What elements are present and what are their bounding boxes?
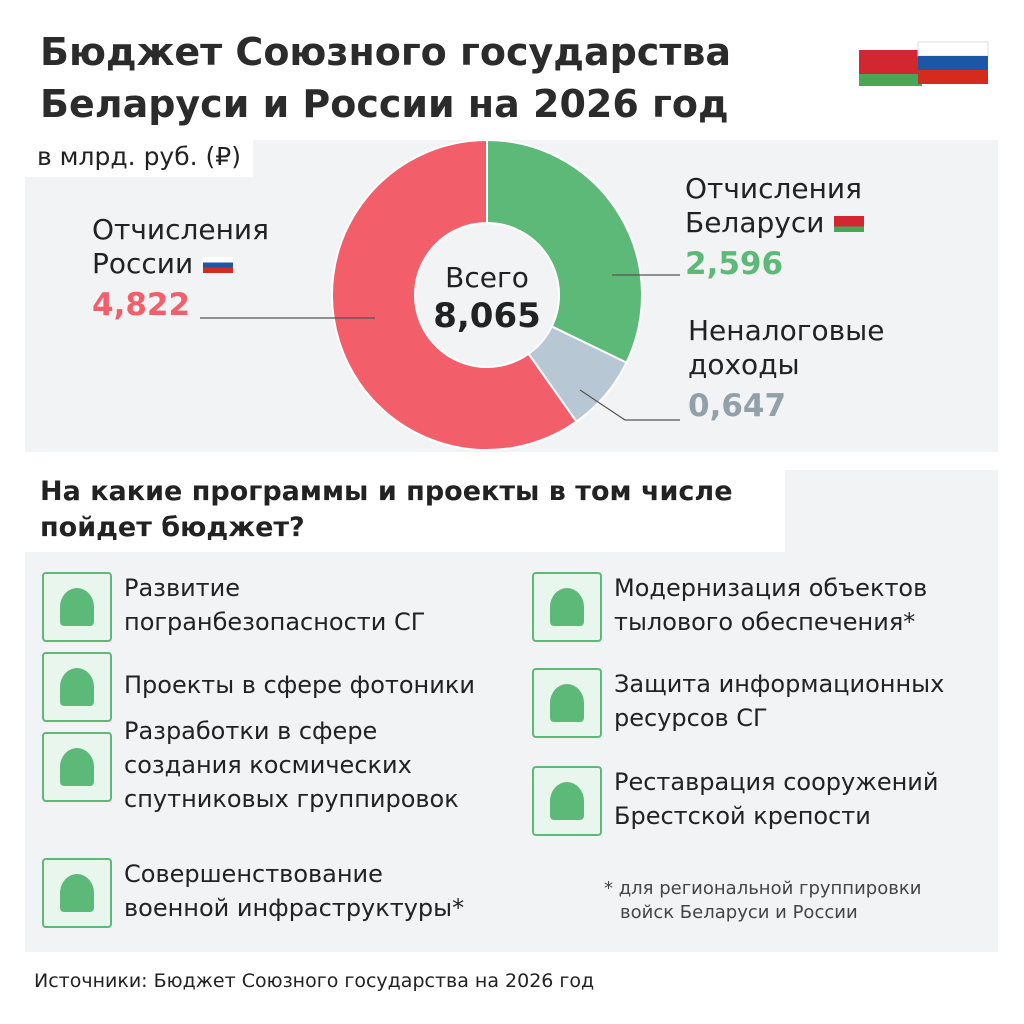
project-text: ресурсов СГ [614,704,768,732]
project-text: Развитие [124,574,241,602]
subtitle: в млрд. руб. (₽) [25,138,253,177]
project-text: военной инфраструктуры* [124,894,465,922]
project-icon [532,766,602,836]
icon-shape [60,874,94,912]
project-icon [42,572,112,642]
project-text: Совершенствование [124,860,383,888]
slice-label: Неналоговые доходы [688,314,885,381]
icon-shape [550,588,584,626]
project-icon [532,668,602,738]
donut-slice [486,138,643,364]
slice-label: Отчисления Беларуси [685,172,895,240]
projects-title: На какие программы и проекты в том числе… [40,476,733,543]
project-text: спутниковых группировок [124,785,459,813]
project-text: Модернизация объектов [614,574,928,602]
project-icon [42,732,112,802]
footnote: войск Беларуси и России [620,902,858,923]
donut-slice [331,138,578,451]
project-text: Реставрация сооружений [614,768,939,796]
icon-shape [60,748,94,786]
title: Бюджет Союзного государства Беларуси и Р… [40,30,732,126]
project-text: погранбезопасности СГ [124,608,426,636]
projects-title-bg [25,470,785,552]
project-icon [532,572,602,642]
icon-shape [60,588,94,626]
slice-value: 0,647 [688,388,787,424]
footnote: * для региональной группировки [604,878,922,899]
total: 8,065 [433,296,541,336]
project-text: Разработки в сфере [124,717,378,745]
project-text: Защита информационных [614,670,945,698]
center-label: Всего [445,261,529,294]
flag [834,216,865,232]
project-text: Брестской крепости [614,802,871,830]
icon-shape [550,684,584,722]
project-icon [42,858,112,928]
project-text: Проекты в сфере фотоники [124,671,475,699]
flag [203,257,234,273]
flags [850,40,990,90]
slice-value: 2,596 [685,246,784,282]
icon-shape [60,668,94,706]
project-icon [42,652,112,722]
slice-value: 4,822 [92,287,191,323]
source: Источники: Бюджет Союзного государства н… [34,970,595,992]
project-text: тылового обеспечения* [614,608,916,636]
icon-shape [550,782,584,820]
leader-line [579,389,680,421]
flags-icon [852,41,989,86]
project-text: создания космических [124,751,412,779]
slice-label: Отчисления России [92,213,269,280]
